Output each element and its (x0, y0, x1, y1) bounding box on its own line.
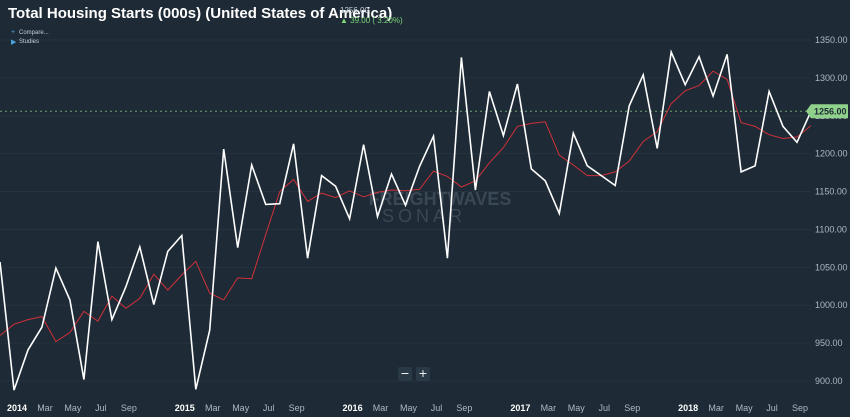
chart-grid (0, 39, 811, 382)
y-tick-label: 1350.00 (815, 35, 848, 45)
y-tick-label: 1150.00 (815, 187, 847, 197)
zoom-controls: − + (398, 367, 430, 381)
chart-title: Total Housing Starts (000s) (United Stat… (8, 5, 393, 22)
x-tick-label: Jul (431, 403, 443, 413)
plus-icon: + (11, 29, 16, 36)
x-tick-label: 2017 (510, 403, 530, 413)
up-arrow-icon: ▲ (340, 16, 348, 25)
moving-average-series (0, 70, 812, 343)
x-tick-label: Sep (456, 403, 472, 413)
x-tick-label: Sep (289, 403, 305, 413)
housing-starts-series (0, 49, 812, 391)
x-tick-label: Jul (95, 403, 107, 413)
x-tick-label: May (736, 403, 754, 413)
moving-average-line (0, 70, 812, 343)
housing-starts-line (0, 49, 812, 391)
studies-button[interactable]: ▶ Studies (11, 37, 49, 46)
x-tick-label: May (568, 403, 586, 413)
x-tick-label: Mar (373, 403, 389, 413)
y-tick-label: 1100.00 (815, 224, 847, 234)
x-tick-label: Sep (792, 403, 808, 413)
x-tick-label: Jul (599, 403, 611, 413)
x-tick-label: Mar (708, 403, 724, 413)
x-tick-label: 2015 (175, 403, 195, 413)
x-tick-label: May (400, 403, 418, 413)
x-tick-label: Sep (121, 403, 137, 413)
x-tick-label: 2014 (7, 403, 27, 413)
price-change: ▲ 39.00 ( 3.20%) (340, 16, 403, 26)
zoom-out-button[interactable]: − (398, 367, 412, 381)
chart-tools: + Compare... ▶ Studies (11, 28, 49, 46)
x-tick-label: May (232, 403, 250, 413)
studies-label: Studies (19, 38, 40, 45)
y-tick-label: 1050.00 (815, 262, 848, 272)
compare-label: Compare... (19, 29, 49, 36)
x-tick-label: May (64, 403, 82, 413)
y-tick-label: 1300.00 (815, 73, 848, 83)
y-tick-label: 1200.00 (815, 149, 848, 159)
watermark-sub: SONAR (382, 206, 466, 226)
x-tick-label: Mar (205, 403, 221, 413)
x-tick-label: Jul (263, 403, 275, 413)
compare-button[interactable]: + Compare... (11, 28, 49, 37)
last-price: 1256.00 (340, 6, 369, 15)
y-axis: 900.00 950.00 1000.00 1050.00 1100.00 1150.00… (815, 35, 848, 386)
change-value: 39.00 ( 3.20%) (350, 16, 403, 25)
y-tick-label: 950.00 (815, 338, 843, 348)
last-value-badge: 1256.00 (806, 104, 848, 119)
last-value-label: 1256.00 (814, 107, 847, 117)
x-tick-label: Jul (766, 403, 778, 413)
x-axis: 2014 Mar May Jul Sep 2015 Mar May Jul Sep 2016 Mar M… (7, 403, 808, 413)
y-tick-label: 1000.00 (815, 300, 848, 310)
badge-shape (806, 104, 848, 119)
x-tick-label: 2016 (343, 403, 363, 413)
y-tick-label: 900.00 (815, 376, 843, 386)
zoom-in-button[interactable]: + (416, 367, 430, 381)
price-block: 1256.00 ▲ 39.00 ( 3.20%) (340, 6, 403, 26)
play-icon: ▶ (11, 38, 17, 46)
x-tick-label: Mar (541, 403, 557, 413)
x-tick-label: 2018 (678, 403, 698, 413)
x-tick-label: Mar (37, 403, 53, 413)
x-tick-label: Sep (624, 403, 640, 413)
